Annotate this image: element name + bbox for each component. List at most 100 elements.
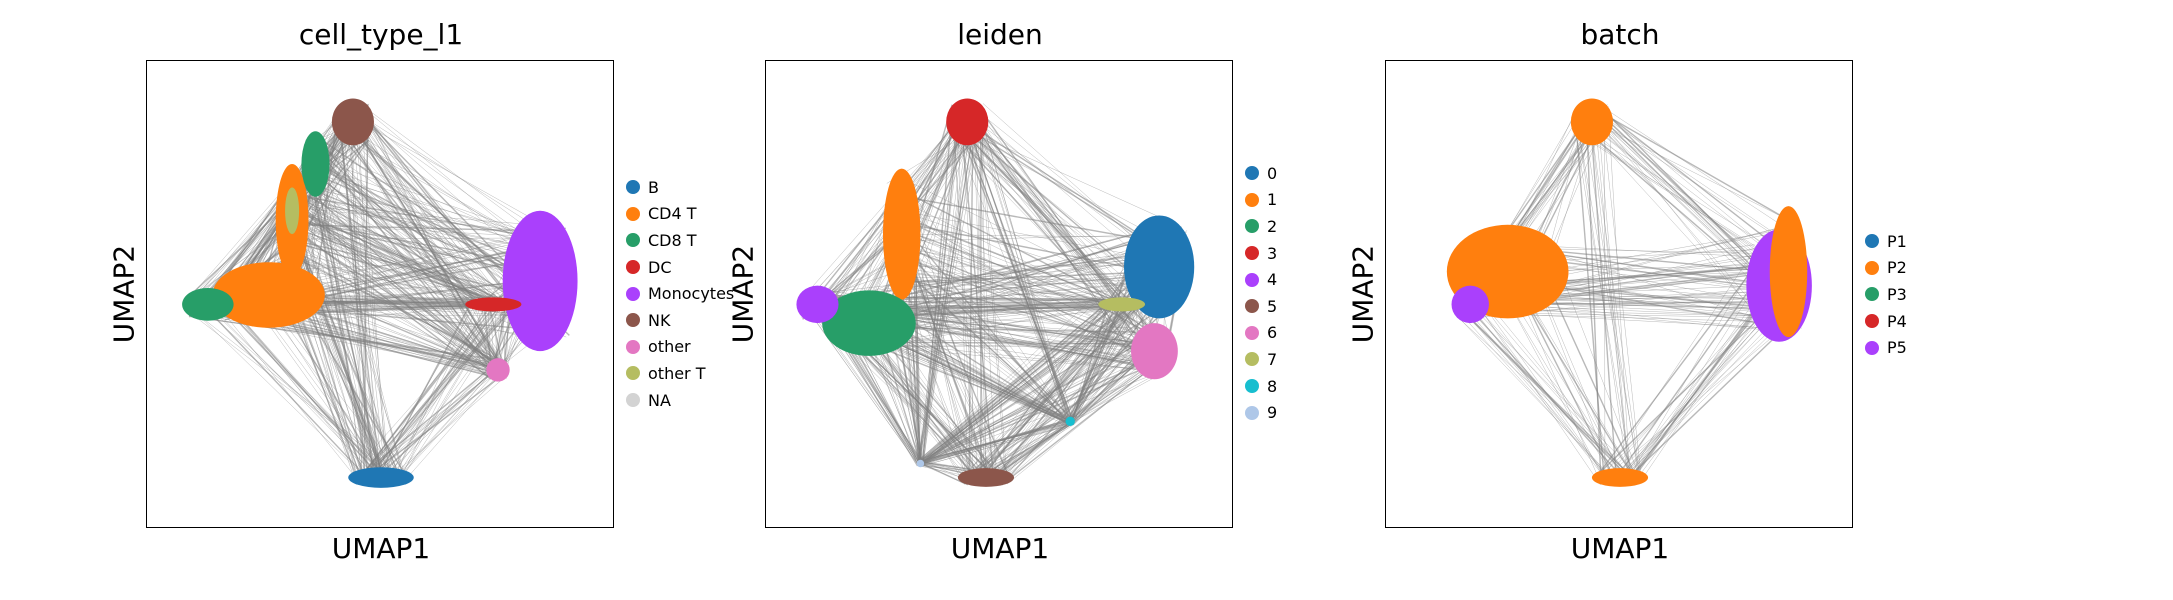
legend-item: B bbox=[626, 174, 734, 201]
edge-line bbox=[405, 307, 513, 473]
edge-line bbox=[1072, 305, 1108, 419]
cluster-5 bbox=[957, 468, 1015, 487]
edge-line bbox=[360, 309, 506, 479]
edge-line bbox=[306, 142, 528, 242]
edge-line bbox=[917, 305, 1108, 466]
edge-line bbox=[293, 253, 501, 368]
legend-label: 1 bbox=[1267, 190, 1278, 210]
edge-line bbox=[918, 118, 980, 465]
edge-line bbox=[1609, 324, 1787, 474]
edge-line bbox=[1071, 305, 1134, 420]
legend-item: 6 bbox=[1245, 320, 1277, 347]
legend-item: 5 bbox=[1245, 293, 1277, 320]
legend-marker bbox=[626, 313, 640, 328]
edge-line bbox=[294, 194, 488, 305]
edge-line bbox=[288, 207, 512, 305]
legend-item: 0 bbox=[1245, 160, 1277, 187]
cluster-other T bbox=[285, 187, 300, 235]
edge-line bbox=[223, 298, 382, 479]
edge-line bbox=[289, 225, 500, 302]
edge-line bbox=[832, 218, 891, 308]
legend-label: other T bbox=[648, 363, 706, 383]
legend-marker bbox=[1245, 325, 1259, 340]
edge-line bbox=[304, 185, 491, 363]
edge-line bbox=[214, 312, 390, 484]
edge-line bbox=[1604, 138, 1642, 479]
edge-line bbox=[918, 422, 1068, 463]
edge-line bbox=[302, 204, 390, 478]
legend: P1 P2 P3 P4 P5 bbox=[1865, 228, 1907, 361]
edge-line bbox=[1596, 109, 1764, 269]
legend-label: P4 bbox=[1887, 311, 1907, 331]
legend-label: P1 bbox=[1887, 231, 1907, 251]
edge-line bbox=[347, 107, 505, 308]
legend-item: 7 bbox=[1245, 346, 1277, 373]
edge-line bbox=[1069, 309, 1138, 425]
edge-line bbox=[288, 228, 505, 368]
legend-label: P5 bbox=[1887, 338, 1907, 358]
edge-line bbox=[900, 272, 1132, 284]
legend-item: P3 bbox=[1865, 281, 1907, 308]
edge-line bbox=[1630, 294, 1773, 471]
legend-marker bbox=[1245, 379, 1259, 394]
cluster-B bbox=[348, 467, 414, 488]
edge-line bbox=[324, 151, 497, 362]
edge-line bbox=[360, 290, 517, 481]
legend-label: other bbox=[648, 337, 691, 357]
edge-line bbox=[190, 312, 402, 477]
edge-line bbox=[309, 178, 495, 374]
edge-line bbox=[921, 329, 1138, 461]
edge-line bbox=[365, 109, 534, 249]
edge-line bbox=[918, 350, 1164, 462]
legend-marker bbox=[1865, 234, 1879, 249]
legend-label: 0 bbox=[1267, 163, 1278, 183]
chart-title: cell_type_l1 bbox=[298, 18, 464, 51]
edge-line bbox=[962, 111, 1143, 307]
edge-line bbox=[922, 307, 1139, 464]
edge-line bbox=[317, 159, 534, 235]
plot-area bbox=[1385, 60, 1853, 528]
edge-line bbox=[981, 114, 987, 478]
edge-line bbox=[1579, 139, 1642, 484]
cluster-P2 bbox=[1591, 468, 1649, 487]
plot-area bbox=[146, 60, 614, 528]
edge-line bbox=[951, 115, 1111, 307]
x-axis-label: UMAP1 bbox=[1570, 532, 1670, 565]
legend-label: 6 bbox=[1267, 323, 1278, 343]
edge-line bbox=[317, 138, 480, 306]
legend-label: P3 bbox=[1887, 284, 1907, 304]
edge-line bbox=[956, 105, 1156, 257]
cluster-other bbox=[486, 358, 510, 382]
edge-line bbox=[1531, 305, 1636, 479]
edge-line bbox=[961, 103, 1140, 257]
edge-line bbox=[1469, 317, 1636, 484]
legend: 0 1 2 3 4 5 6 7 8 9 bbox=[1245, 160, 1277, 426]
edge-line bbox=[488, 302, 504, 366]
edge-line bbox=[921, 360, 1163, 464]
edge-line bbox=[1459, 318, 1608, 473]
legend-item: CD8 T bbox=[626, 227, 734, 254]
legend-label: P2 bbox=[1887, 258, 1907, 278]
legend-label: NA bbox=[648, 390, 671, 410]
legend-label: 8 bbox=[1267, 376, 1278, 396]
edge-line bbox=[990, 421, 1072, 479]
cluster-CD4 T bbox=[212, 262, 325, 328]
cluster-1 bbox=[883, 168, 921, 300]
x-axis-label: UMAP1 bbox=[331, 532, 431, 565]
legend-marker bbox=[626, 233, 640, 248]
umap-scatter bbox=[182, 98, 578, 488]
edge-line bbox=[309, 144, 475, 309]
cluster-P2 bbox=[1769, 206, 1808, 338]
edge-line bbox=[391, 372, 492, 486]
cluster-P2 bbox=[1570, 98, 1613, 146]
edge-line bbox=[917, 277, 1139, 462]
edge-line bbox=[366, 365, 494, 471]
edge-line bbox=[292, 198, 505, 365]
legend-marker bbox=[1245, 405, 1259, 420]
legend-marker bbox=[1245, 299, 1259, 314]
edge-line bbox=[1006, 423, 1071, 472]
edge-line bbox=[1621, 327, 1762, 479]
edge-line bbox=[910, 255, 997, 472]
edge-line bbox=[319, 139, 505, 374]
edge-line bbox=[918, 330, 1154, 466]
